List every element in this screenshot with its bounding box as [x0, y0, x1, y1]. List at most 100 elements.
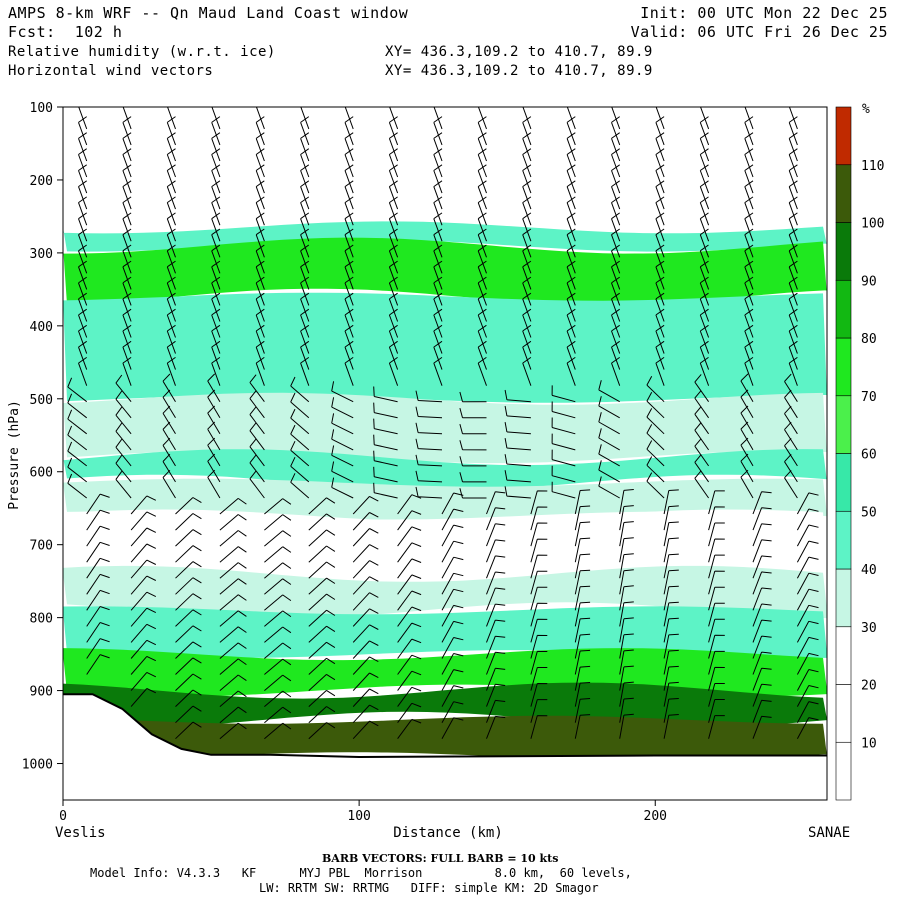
wind-barb [373, 434, 398, 451]
wind-barb [530, 715, 548, 739]
x-axis-label: Distance (km) [393, 825, 503, 841]
wind-barb [264, 706, 292, 724]
field-label-rh: Relative humidity (w.r.t. ice) [8, 44, 276, 60]
wind-barb [566, 132, 576, 162]
wind-barb [130, 623, 157, 643]
wind-barb [744, 356, 754, 386]
wind-barb [504, 454, 531, 467]
wind-barb [308, 657, 336, 675]
wind-barb [663, 553, 679, 579]
wind-barb [655, 148, 665, 178]
wind-barb [162, 405, 176, 435]
wind-barb [611, 276, 621, 306]
wind-barb [130, 511, 157, 531]
wind-barb [344, 244, 354, 274]
colorbar-label: 110 [861, 159, 884, 174]
wind-barb [441, 556, 464, 579]
wind-barb [211, 324, 221, 354]
wind-barb [796, 685, 819, 707]
wind-barb [331, 461, 354, 483]
below-ground-mask [63, 694, 827, 800]
wind-barb [522, 292, 532, 322]
wind-barb [397, 526, 422, 547]
wind-barb [219, 530, 247, 547]
wind-barb [744, 228, 754, 258]
wind-barb [331, 429, 354, 451]
forecast-hour: Fcst: 102 h [8, 23, 123, 41]
wind-barb [655, 324, 665, 354]
wind-barb [433, 260, 443, 290]
wind-barb [264, 594, 292, 611]
wind-barb [788, 324, 798, 354]
wind-barb [211, 148, 221, 178]
wind-barb [122, 116, 132, 146]
wind-barb [530, 618, 548, 643]
wind-barb [264, 546, 292, 563]
wind-barb [796, 540, 819, 563]
wind-barb [388, 164, 399, 194]
wind-barb [619, 537, 634, 563]
wind-barb [655, 244, 665, 274]
wind-barb [308, 545, 336, 563]
wind-barb [175, 577, 202, 595]
wind-barb [744, 164, 754, 194]
plot-frame [62, 106, 828, 801]
wind-barb [744, 180, 754, 210]
wind-barb [796, 669, 819, 691]
wind-barb [646, 472, 665, 499]
wind-barb [574, 601, 591, 627]
wind-barb [522, 308, 532, 338]
wind-barb [67, 425, 88, 451]
colorbar-label: 20 [861, 679, 877, 694]
wind-barb [504, 389, 531, 403]
wind-barb [796, 636, 819, 659]
wind-barb [300, 308, 310, 338]
wind-barb [388, 260, 399, 290]
wind-barb [477, 324, 487, 354]
wind-barb [459, 391, 487, 403]
wind-barb [699, 340, 710, 370]
wind-barb [308, 513, 336, 531]
wind-barb [788, 244, 798, 274]
wind-barb [300, 180, 310, 210]
wind-barb [574, 682, 591, 707]
wind-barb [796, 556, 819, 579]
y-tick-label: 200 [30, 174, 53, 189]
wind-barb [122, 148, 132, 178]
wind-barb [166, 116, 176, 146]
wind-barb [708, 586, 725, 611]
wind-barb [344, 276, 354, 306]
colorbar-swatch [835, 626, 852, 685]
wind-barb [211, 276, 221, 306]
x-end-location: SANAE [808, 825, 850, 841]
wind-barb-layer [67, 107, 819, 740]
rh-band-11 [63, 682, 827, 728]
colorbar-label: 100 [861, 217, 884, 232]
wind-barb [388, 356, 399, 386]
wind-barb [219, 594, 247, 611]
wind-barb [784, 453, 798, 483]
wind-barb [504, 422, 531, 435]
wind-barb [130, 671, 157, 691]
x-tick-label: 100 [347, 809, 370, 824]
wind-barb [115, 438, 132, 467]
wind-barb [397, 686, 422, 707]
wind-barb [219, 610, 247, 627]
colorbar-unit: % [862, 102, 870, 117]
wind-barb [566, 308, 576, 338]
wind-barb [308, 673, 336, 691]
wind-barb [788, 356, 798, 386]
wind-barb [663, 505, 679, 531]
wind-barb [166, 356, 176, 386]
wind-barb [744, 276, 754, 306]
wind-barb [694, 438, 710, 467]
wind-barb [397, 542, 422, 563]
wind-barb [166, 276, 176, 306]
wind-barb [504, 486, 531, 499]
wind-barb [300, 148, 310, 178]
wind-barb [522, 107, 532, 130]
wind-barb [397, 590, 422, 611]
wind-barb [264, 610, 292, 627]
wind-barb [300, 276, 310, 306]
wind-barb [699, 180, 710, 210]
